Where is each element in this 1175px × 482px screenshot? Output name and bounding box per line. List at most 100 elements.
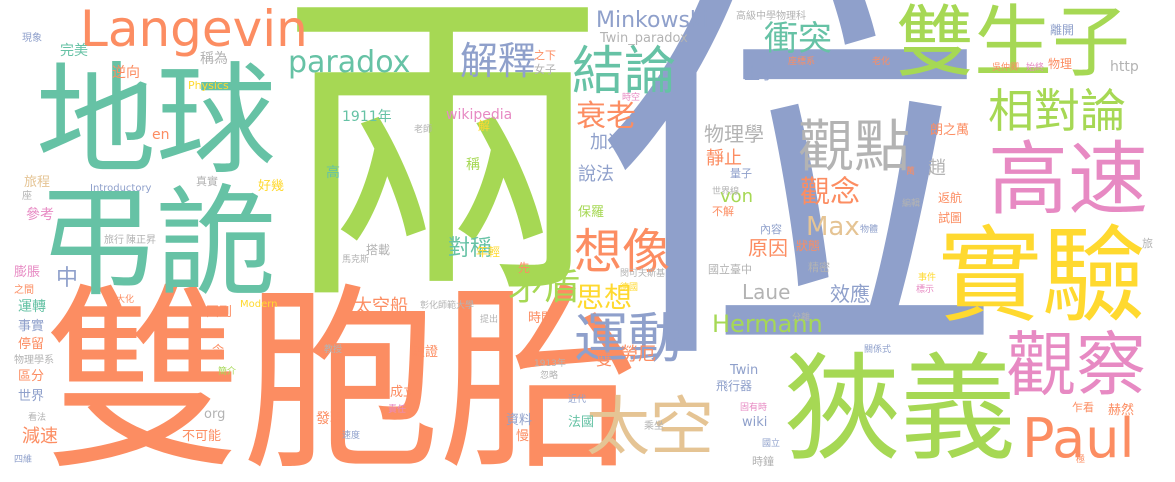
word-sudu: 速度	[342, 431, 361, 441]
word-zhenshi: 真實	[196, 175, 218, 188]
word-guoli: 國立	[762, 439, 781, 449]
word-diqiu: 地球	[36, 52, 276, 191]
word-faguo: 法國	[568, 415, 595, 430]
word-zhong: 中	[56, 266, 79, 291]
word-1913: 1913年	[534, 359, 566, 369]
word-zeren: 責任	[388, 405, 407, 415]
word-1911: 1911年	[342, 109, 392, 125]
word-guandian: 觀點	[798, 115, 910, 180]
word-jie-small: 解	[478, 119, 491, 133]
word-hulue: 忽略	[540, 371, 559, 381]
word-yundong: 運動	[574, 307, 682, 370]
word-shijie: 世界	[18, 389, 45, 404]
word-zhijian: 之間	[14, 285, 34, 296]
word-wulixuexi: 物理學系	[14, 355, 54, 366]
word-ling: 令	[212, 343, 225, 357]
word-org: org	[204, 407, 226, 422]
word-wulixue: 物理學	[704, 122, 764, 146]
word-cankao: 參考	[26, 207, 54, 223]
word-dazai: 搭載	[366, 243, 391, 257]
word-jindai: 近代	[568, 395, 587, 405]
word-wuti: 物體	[860, 225, 879, 235]
word-lv: 旅	[1142, 237, 1153, 250]
word-guancha: 觀察	[1006, 324, 1146, 406]
word-diaogui: 弔詭	[36, 174, 276, 313]
word-zhixia: 之下	[534, 49, 556, 62]
word-liang: 兩	[278, 0, 608, 345]
word-likai: 離開	[1050, 23, 1075, 37]
word-langzhiwan: 朗之萬	[930, 123, 970, 138]
word-jingzhi: 靜止	[706, 148, 742, 169]
word-xianxiang: 現象	[22, 33, 42, 44]
word-faxian: 發現	[316, 411, 344, 427]
word-lvxing: 旅行	[104, 235, 124, 246]
word-chengzuo: 乘坐	[644, 421, 664, 432]
word-xiaoying: 效應	[830, 282, 870, 306]
word-yanzheng: 驗證	[412, 345, 439, 360]
word-http: http	[1110, 59, 1139, 75]
word-jiasu: 加速	[590, 132, 626, 153]
word-fanhang: 返航	[938, 191, 963, 205]
word-shijian: 時間	[528, 311, 555, 326]
word-nixiang: 逆向	[112, 65, 140, 81]
word-laoe: 勞厄	[620, 344, 656, 365]
word-jianjie: 簡介	[218, 367, 237, 377]
word-shikong: 時空	[622, 93, 641, 103]
word-taikongchuan: 太空船	[354, 296, 408, 317]
word-xiangxiang: 想像	[574, 224, 671, 280]
word-biaoshi: 標示	[916, 285, 935, 295]
word-shiyan: 實驗	[938, 215, 1147, 337]
word-kanfa: 看法	[28, 413, 47, 423]
word-chongtu: 衝突	[764, 19, 832, 59]
word-zhuangtai: 狀態	[796, 239, 821, 253]
word-ziliao: 資料	[506, 413, 533, 428]
word-duicheng: 對稱	[448, 236, 493, 261]
word-en: en	[152, 127, 170, 143]
word-twin: Twin	[730, 363, 759, 378]
word-laoshi: 老師	[414, 125, 433, 135]
word-makesi: 馬克斯	[342, 255, 370, 265]
word-zhao: 趙	[928, 158, 946, 179]
word-wan: 萬	[906, 167, 916, 177]
word-introductory: Introductory	[90, 183, 152, 194]
word-wikipedia: wikipedia	[446, 107, 513, 123]
word-huidao: 回到	[206, 305, 233, 320]
word-sixiang: 思想	[576, 281, 633, 314]
word-hermann: Hermann	[712, 310, 823, 338]
word-zuo: 座	[22, 191, 32, 202]
word-deguo: 德國	[620, 283, 639, 293]
word-shizhong2: 始終	[1026, 63, 1045, 73]
word-guannian: 觀念	[800, 175, 860, 210]
word-tichu: 提出	[480, 315, 499, 325]
word-chenzhengsheng: 陳正昇	[126, 235, 156, 246]
word-tingliu: 停留	[18, 337, 45, 352]
word-jiaoshou: 教授	[324, 345, 343, 355]
word-bianji: 編輯	[902, 199, 921, 209]
word-bujie: 不解	[712, 205, 734, 218]
word-shuang: 雙	[596, 350, 613, 369]
word-xiayi: 狹義	[784, 342, 1016, 477]
word-zhanghua: 彰化師範大學	[420, 301, 475, 311]
word-max: Max	[806, 212, 860, 242]
word-guanxishi: 關係式	[864, 345, 892, 355]
word-liangzi: 量子	[730, 167, 752, 180]
word-feixingqi: 飛行器	[716, 379, 753, 393]
word-xian: 先	[518, 261, 531, 275]
word-shengzi: 生子	[744, 64, 777, 83]
word-wanmei: 完美	[60, 43, 88, 59]
word-jiansu: 減速	[22, 426, 58, 447]
word-jielun: 結論	[572, 42, 677, 102]
word-shitu: 試圖	[938, 211, 963, 225]
word-yunzhuan: 運轉	[18, 299, 46, 315]
word-wuli: 物理	[1048, 57, 1073, 71]
word-shijiexian: 世界線	[712, 187, 740, 197]
word-jieshi: 解釋	[460, 39, 537, 83]
word-xiangduilun: 相對論	[988, 84, 1126, 138]
word-shizhong: 時鐘	[752, 455, 774, 468]
word-shuofa: 說法	[578, 164, 614, 185]
word-jingmi: 精密	[808, 261, 830, 274]
word-nianqing: 年輕	[476, 245, 501, 259]
word-gaojizhongxue: 高級中學物理科	[736, 11, 806, 22]
word-paradox: paradox	[288, 45, 411, 80]
